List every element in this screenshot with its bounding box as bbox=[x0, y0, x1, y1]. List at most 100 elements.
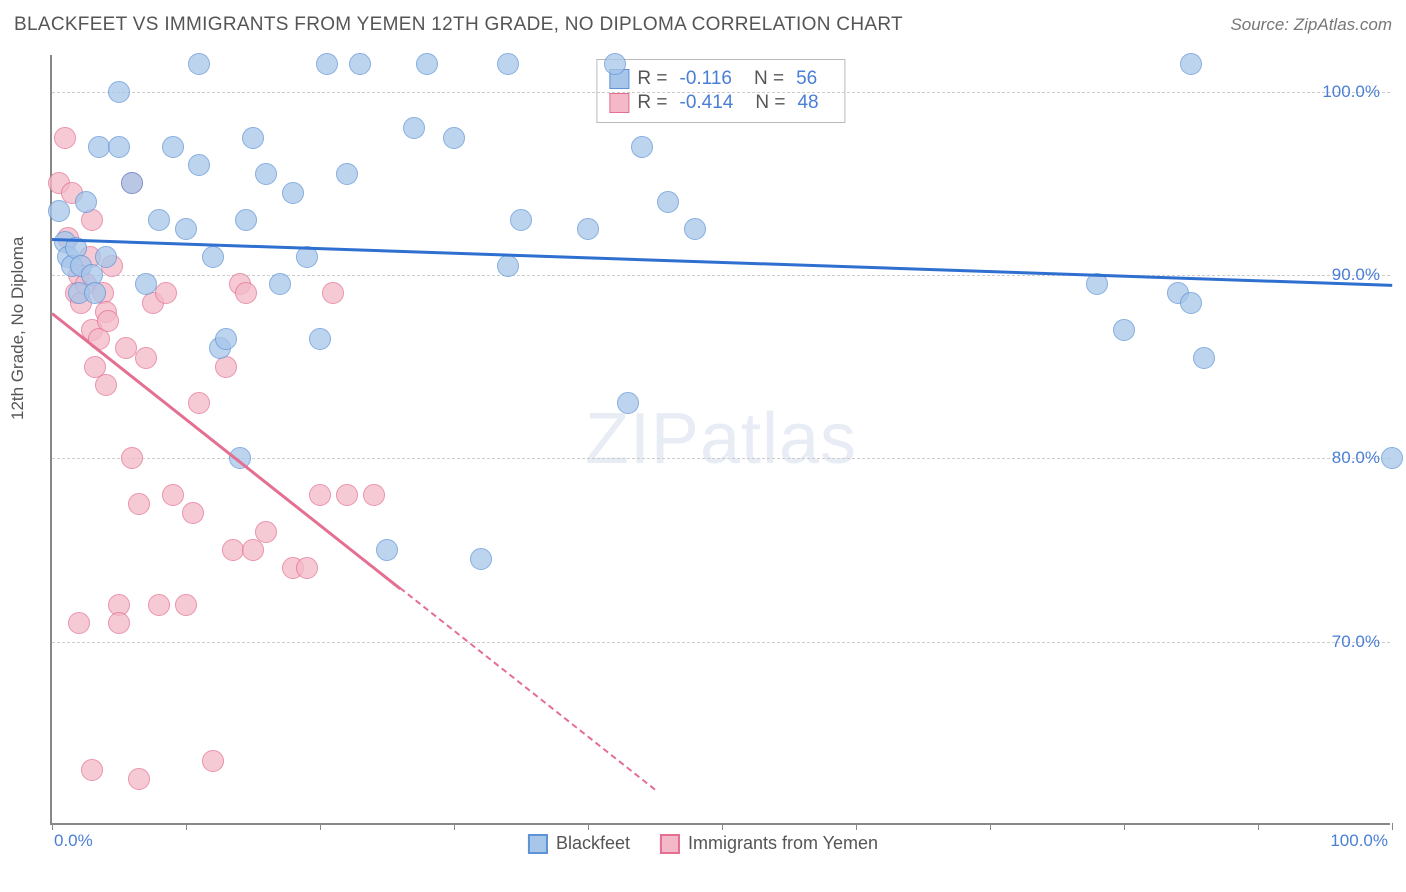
data-point-blackfeet bbox=[188, 154, 210, 176]
legend-r-value-yemen: -0.414 bbox=[679, 92, 733, 114]
y-tick-label: 70.0% bbox=[1332, 632, 1380, 652]
data-point-blackfeet bbox=[269, 273, 291, 295]
data-point-yemen bbox=[188, 392, 210, 414]
y-axis-label: 12th Grade, No Diploma bbox=[8, 237, 28, 420]
data-point-yemen bbox=[155, 282, 177, 304]
data-point-blackfeet bbox=[497, 53, 519, 75]
legend-r-label: R = bbox=[637, 92, 667, 114]
legend-label-blackfeet: Blackfeet bbox=[556, 833, 630, 854]
chart-source: Source: ZipAtlas.com bbox=[1230, 15, 1392, 35]
x-tick bbox=[588, 823, 589, 830]
data-point-blackfeet bbox=[497, 255, 519, 277]
data-point-yemen bbox=[309, 484, 331, 506]
data-point-blackfeet bbox=[175, 218, 197, 240]
data-point-blackfeet bbox=[376, 539, 398, 561]
x-tick bbox=[454, 823, 455, 830]
data-point-yemen bbox=[242, 539, 264, 561]
data-point-blackfeet bbox=[188, 53, 210, 75]
data-point-yemen bbox=[128, 493, 150, 515]
legend-r-label: R = bbox=[637, 68, 667, 90]
y-tick-label: 100.0% bbox=[1322, 82, 1380, 102]
data-point-blackfeet bbox=[235, 209, 257, 231]
data-point-blackfeet bbox=[316, 53, 338, 75]
x-tick bbox=[1392, 823, 1393, 830]
data-point-yemen bbox=[162, 484, 184, 506]
data-point-blackfeet bbox=[48, 200, 70, 222]
data-point-blackfeet bbox=[1180, 53, 1202, 75]
data-point-yemen bbox=[182, 502, 204, 524]
legend-r-value-blackfeet: -0.116 bbox=[679, 68, 731, 90]
data-point-yemen bbox=[296, 557, 318, 579]
legend-label-yemen: Immigrants from Yemen bbox=[688, 833, 878, 854]
data-point-blackfeet bbox=[416, 53, 438, 75]
legend-swatch-yemen bbox=[660, 834, 680, 854]
legend-n-label: N = bbox=[754, 68, 784, 90]
data-point-blackfeet bbox=[108, 81, 130, 103]
gridline bbox=[52, 275, 1390, 276]
data-point-yemen bbox=[95, 374, 117, 396]
gridline bbox=[52, 458, 1390, 459]
data-point-blackfeet bbox=[470, 548, 492, 570]
data-point-blackfeet bbox=[1381, 447, 1403, 469]
data-point-yemen bbox=[148, 594, 170, 616]
data-point-blackfeet bbox=[215, 328, 237, 350]
gridline bbox=[52, 92, 1390, 93]
chart-title: BLACKFEET VS IMMIGRANTS FROM YEMEN 12TH … bbox=[14, 14, 903, 36]
x-tick bbox=[722, 823, 723, 830]
data-point-blackfeet bbox=[1113, 319, 1135, 341]
x-tick bbox=[990, 823, 991, 830]
data-point-yemen bbox=[175, 594, 197, 616]
data-point-blackfeet bbox=[631, 136, 653, 158]
legend-stats-row-blackfeet: R = -0.116 N = 56 bbox=[609, 68, 832, 90]
data-point-blackfeet bbox=[148, 209, 170, 231]
data-point-yemen bbox=[235, 282, 257, 304]
data-point-blackfeet bbox=[135, 273, 157, 295]
data-point-blackfeet bbox=[657, 191, 679, 213]
data-point-blackfeet bbox=[88, 136, 110, 158]
data-point-yemen bbox=[108, 612, 130, 634]
data-point-yemen bbox=[222, 539, 244, 561]
data-point-yemen bbox=[135, 347, 157, 369]
data-point-yemen bbox=[128, 768, 150, 790]
gridline bbox=[52, 642, 1390, 643]
legend-n-value-yemen: 48 bbox=[797, 92, 818, 114]
data-point-blackfeet bbox=[684, 218, 706, 240]
data-point-yemen bbox=[363, 484, 385, 506]
data-point-yemen bbox=[97, 310, 119, 332]
data-point-blackfeet bbox=[510, 209, 532, 231]
legend-stats-row-yemen: R = -0.414 N = 48 bbox=[609, 92, 832, 114]
legend-n-label: N = bbox=[755, 92, 785, 114]
data-point-blackfeet bbox=[162, 136, 184, 158]
data-point-yemen bbox=[322, 282, 344, 304]
data-point-blackfeet bbox=[84, 282, 106, 304]
data-point-blackfeet bbox=[255, 163, 277, 185]
data-point-blackfeet bbox=[617, 392, 639, 414]
data-point-blackfeet bbox=[577, 218, 599, 240]
x-tick bbox=[856, 823, 857, 830]
legend-item-blackfeet: Blackfeet bbox=[528, 833, 630, 854]
data-point-yemen bbox=[81, 759, 103, 781]
data-point-blackfeet bbox=[282, 182, 304, 204]
data-point-blackfeet bbox=[108, 136, 130, 158]
y-tick-label: 80.0% bbox=[1332, 448, 1380, 468]
x-tick bbox=[1258, 823, 1259, 830]
data-point-blackfeet bbox=[202, 246, 224, 268]
data-point-blackfeet bbox=[336, 163, 358, 185]
plot-area: ZIPatlas R = -0.116 N = 56 R = -0.414 N … bbox=[50, 55, 1390, 825]
data-point-blackfeet bbox=[95, 246, 117, 268]
data-point-blackfeet bbox=[403, 117, 425, 139]
data-point-yemen bbox=[336, 484, 358, 506]
x-tick bbox=[186, 823, 187, 830]
legend-swatch-blackfeet bbox=[528, 834, 548, 854]
legend-swatch-yemen bbox=[609, 93, 629, 113]
data-point-blackfeet bbox=[443, 127, 465, 149]
x-tick-label: 100.0% bbox=[1330, 831, 1388, 851]
data-point-blackfeet bbox=[242, 127, 264, 149]
legend-n-value-blackfeet: 56 bbox=[796, 68, 817, 90]
x-tick bbox=[320, 823, 321, 830]
data-point-blackfeet bbox=[309, 328, 331, 350]
data-point-yemen bbox=[121, 447, 143, 469]
trend-line-blackfeet bbox=[52, 238, 1392, 287]
legend-item-yemen: Immigrants from Yemen bbox=[660, 833, 878, 854]
data-point-blackfeet bbox=[604, 53, 626, 75]
